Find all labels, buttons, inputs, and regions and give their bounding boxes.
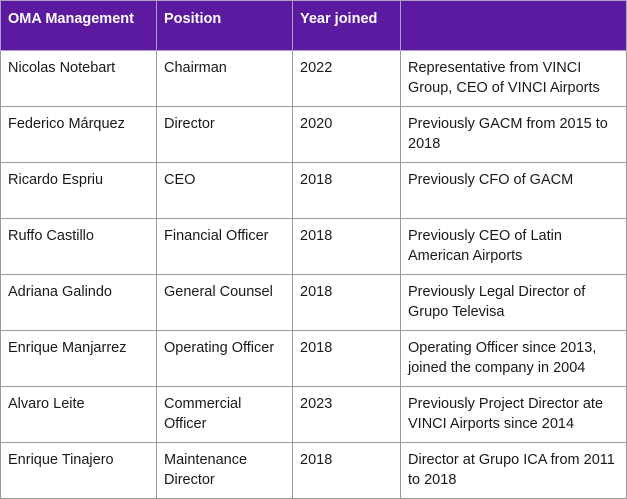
cell-position: Chairman bbox=[156, 50, 293, 107]
cell-year: 2022 bbox=[292, 50, 401, 107]
cell-name: Alvaro Leite bbox=[0, 386, 157, 443]
cell-year: 2020 bbox=[292, 106, 401, 163]
cell-note: Previously CEO of Latin American Airport… bbox=[400, 218, 627, 275]
cell-position: Operating Officer bbox=[156, 330, 293, 387]
header-year-joined: Year joined bbox=[292, 0, 401, 51]
cell-year: 2018 bbox=[292, 162, 401, 219]
cell-position: Financial Officer bbox=[156, 218, 293, 275]
cell-note: Previously Legal Director of Grupo Telev… bbox=[400, 274, 627, 331]
cell-name: Adriana Galindo bbox=[0, 274, 157, 331]
cell-position: Director bbox=[156, 106, 293, 163]
cell-position: CEO bbox=[156, 162, 293, 219]
cell-name: Ruffo Castillo bbox=[0, 218, 157, 275]
table-row: Ruffo Castillo Financial Officer 2018 Pr… bbox=[0, 218, 627, 275]
cell-name: Federico Márquez bbox=[0, 106, 157, 163]
cell-note: Director at Grupo ICA from 2011 to 2018 bbox=[400, 442, 627, 499]
cell-name: Ricardo Espriu bbox=[0, 162, 157, 219]
cell-year: 2018 bbox=[292, 218, 401, 275]
cell-name: Enrique Tinajero bbox=[0, 442, 157, 499]
table-row: Federico Márquez Director 2020 Previousl… bbox=[0, 106, 627, 163]
cell-note: Representative from VINCI Group, CEO of … bbox=[400, 50, 627, 107]
table-row: Adriana Galindo General Counsel 2018 Pre… bbox=[0, 274, 627, 331]
cell-year: 2023 bbox=[292, 386, 401, 443]
cell-year: 2018 bbox=[292, 442, 401, 499]
table-row: Ricardo Espriu CEO 2018 Previously CFO o… bbox=[0, 162, 627, 219]
table-row: Enrique Tinajero Maintenance Director 20… bbox=[0, 442, 627, 499]
header-position: Position bbox=[156, 0, 293, 51]
header-management: OMA Management bbox=[0, 0, 157, 51]
cell-year: 2018 bbox=[292, 330, 401, 387]
cell-note: Previously CFO of GACM bbox=[400, 162, 627, 219]
header-notes bbox=[400, 0, 627, 51]
header-row: OMA Management Position Year joined bbox=[0, 0, 627, 51]
table-row: Enrique Manjarrez Operating Officer 2018… bbox=[0, 330, 627, 387]
cell-note: Previously GACM from 2015 to 2018 bbox=[400, 106, 627, 163]
cell-name: Enrique Manjarrez bbox=[0, 330, 157, 387]
table-row: Nicolas Notebart Chairman 2022 Represent… bbox=[0, 50, 627, 107]
cell-name: Nicolas Notebart bbox=[0, 50, 157, 107]
cell-position: Maintenance Director bbox=[156, 442, 293, 499]
cell-note: Operating Officer since 2013, joined the… bbox=[400, 330, 627, 387]
cell-note: Previously Project Director ate VINCI Ai… bbox=[400, 386, 627, 443]
cell-year: 2018 bbox=[292, 274, 401, 331]
cell-position: Commercial Officer bbox=[156, 386, 293, 443]
cell-position: General Counsel bbox=[156, 274, 293, 331]
table-row: Alvaro Leite Commercial Officer 2023 Pre… bbox=[0, 386, 627, 443]
